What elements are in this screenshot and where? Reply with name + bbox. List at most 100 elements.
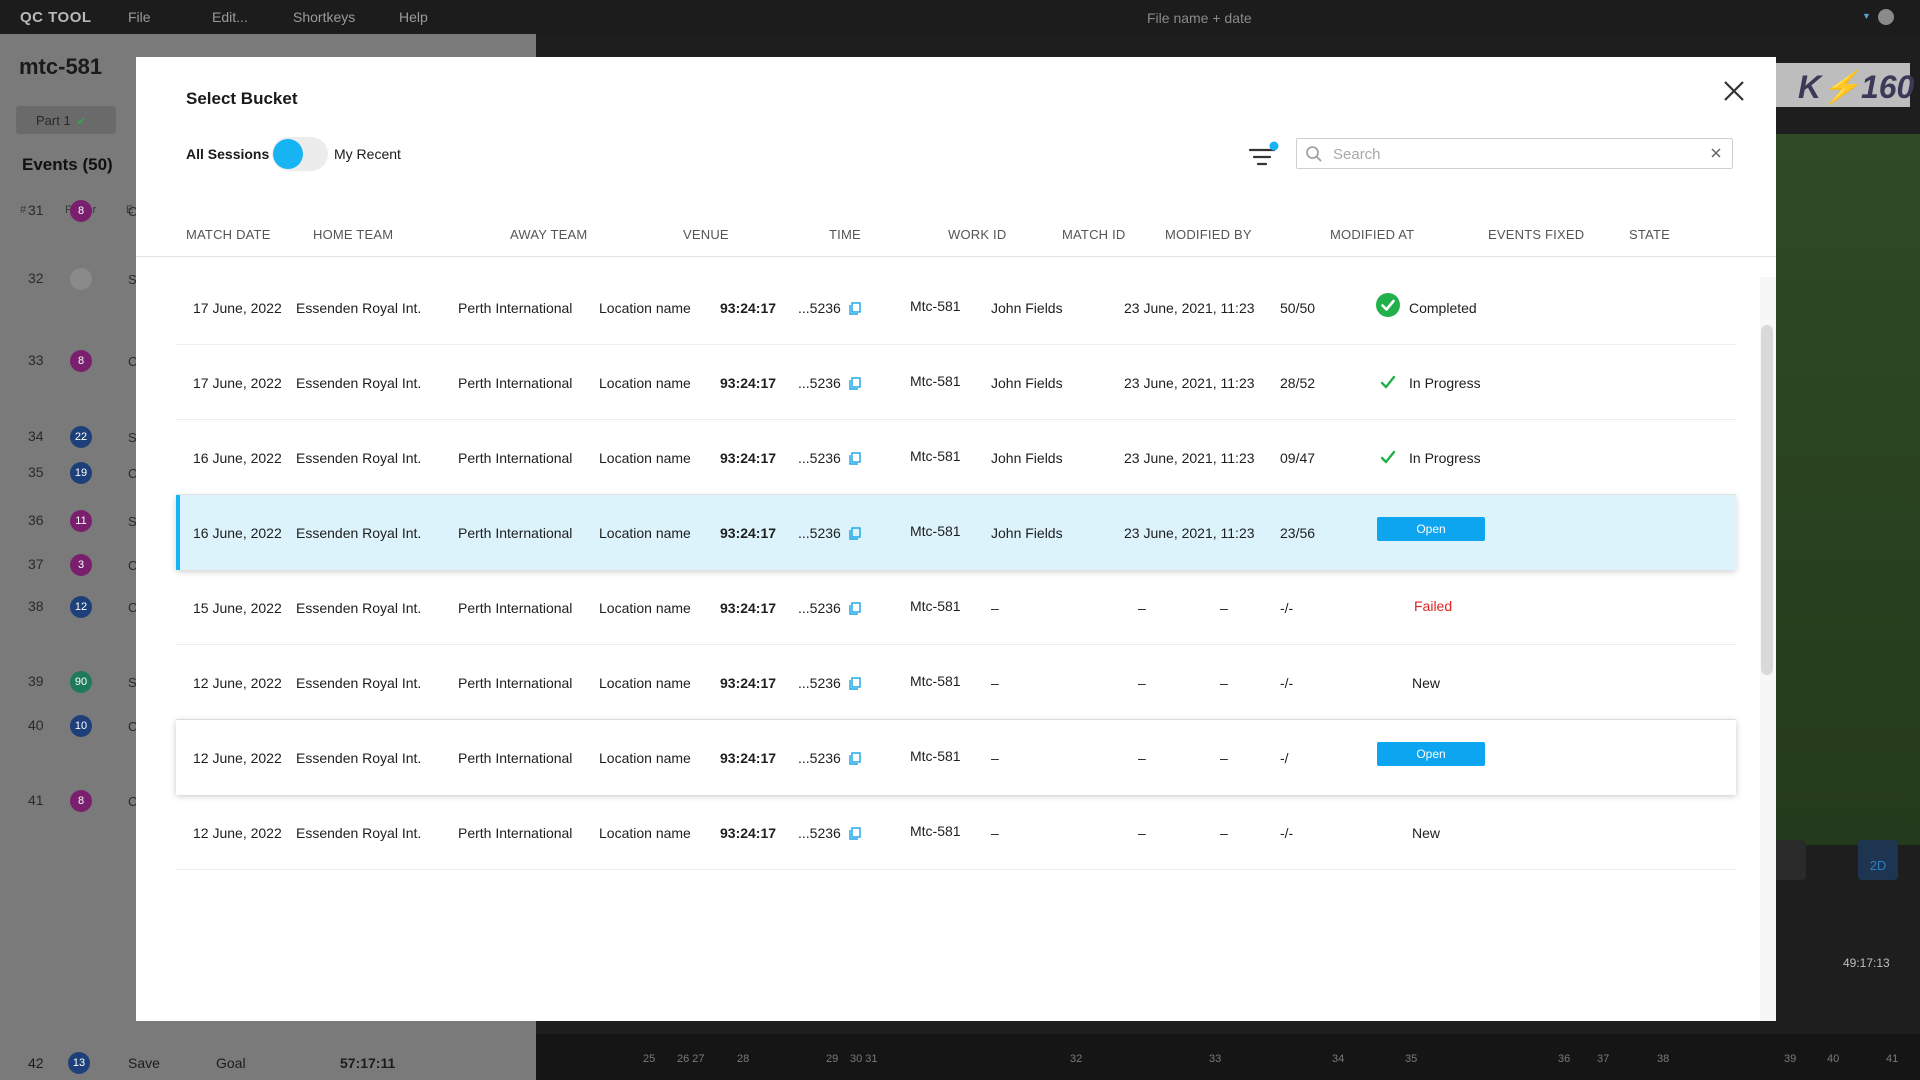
copy-icon[interactable]	[849, 377, 861, 393]
event-type: C	[128, 558, 138, 573]
venue-cell: Location name	[599, 825, 691, 841]
open-button[interactable]: Open	[1377, 742, 1485, 766]
list-item[interactable]: 38 12 C	[20, 596, 140, 638]
table-row[interactable]: 15 June, 2022 Essenden Royal Int. Perth In…	[176, 570, 1736, 645]
chevron-down-icon[interactable]: ▼	[1862, 11, 1871, 21]
timeline-tick: 36	[1558, 1053, 1571, 1065]
col-modified-by[interactable]: MODIFIED BY	[1165, 227, 1252, 242]
col-modified-at[interactable]: MODIFIED AT	[1330, 227, 1415, 242]
timeline-tick: 26 27	[677, 1053, 705, 1065]
events-title: Events (50)	[22, 155, 113, 174]
match-date-cell: 16 June, 2022	[193, 525, 282, 541]
copy-icon[interactable]	[849, 602, 861, 618]
copy-icon[interactable]	[849, 752, 861, 768]
menu-help[interactable]: Help	[399, 9, 428, 25]
modified-at-cell: –	[1138, 750, 1146, 766]
toggle-knob	[273, 139, 303, 169]
list-item[interactable]: 33 8 C	[20, 350, 140, 392]
status-badge: Failed	[1414, 598, 1453, 614]
match-id-cell: Mtc-581	[910, 298, 961, 314]
col-away-team[interactable]: AWAY TEAM	[510, 227, 588, 242]
list-item[interactable]: 39 90 S	[20, 671, 140, 713]
col-state[interactable]: STATE	[1629, 227, 1670, 242]
event-type: C	[128, 600, 138, 615]
copy-icon[interactable]	[849, 827, 861, 843]
avatar[interactable]	[1878, 9, 1894, 25]
timeline-tick: 38	[1657, 1053, 1670, 1065]
open-button[interactable]: Open	[1377, 517, 1485, 541]
event-type: Save	[128, 1055, 160, 1071]
timeline-tick: 35	[1405, 1053, 1418, 1065]
list-item[interactable]: 34 22 S	[20, 426, 140, 468]
col-match-id[interactable]: MATCH ID	[1062, 227, 1126, 242]
table-row[interactable]: 16 June, 2022 Essenden Royal Int. Perth In…	[176, 495, 1736, 570]
copy-icon[interactable]	[849, 302, 861, 318]
scrollbar-thumb[interactable]	[1761, 325, 1773, 675]
player-badge: 22	[70, 426, 92, 448]
events-fixed-cell: 50/50	[1280, 300, 1316, 316]
match-date-cell: 12 June, 2022	[193, 750, 282, 766]
col-venue[interactable]: VENUE	[683, 227, 729, 242]
event-type: S	[128, 675, 137, 690]
work-id-cell: ...5236	[798, 825, 861, 843]
tab-part-1[interactable]: Part 1 ✔	[16, 106, 116, 134]
player-badge	[70, 268, 92, 290]
player-badge: 90	[70, 671, 92, 693]
work-id-text: ...5236	[798, 525, 841, 541]
list-item[interactable]: 42 13 Save Goal 57:17:11	[20, 1052, 520, 1076]
modified-at-cell: 23 June, 2021, 11:23	[1124, 450, 1255, 466]
timeline[interactable]	[536, 1034, 1920, 1080]
match-date-cell: 15 June, 2022	[193, 600, 282, 616]
table-row[interactable]: 16 June, 2022 Essenden Royal Int. Perth In…	[176, 420, 1736, 495]
work-id-text: ...5236	[798, 825, 841, 841]
list-item[interactable]: 37 3 C	[20, 554, 140, 596]
modified-by-cell: John Fields	[991, 525, 1063, 541]
menu-file[interactable]: File	[128, 9, 151, 25]
list-item[interactable]: 35 19 C	[20, 462, 140, 504]
events-fixed-cell: 09/47	[1280, 450, 1316, 466]
modified-by-cell: –	[991, 600, 999, 616]
modified-at-extra-cell: –	[1220, 675, 1228, 691]
away-team-cell: Perth International	[458, 675, 573, 691]
timeline-tick: 40	[1827, 1053, 1840, 1065]
event-number: 39	[28, 673, 44, 689]
table-row[interactable]: 12 June, 2022 Essenden Royal Int. Perth In…	[176, 645, 1736, 720]
modified-at-cell: –	[1138, 600, 1146, 616]
col-home-team[interactable]: HOME TEAM	[313, 227, 394, 242]
event-number: 37	[28, 556, 44, 572]
col-events-fixed[interactable]: EVENTS FIXED	[1488, 227, 1585, 242]
events-fixed-cell: 23/56	[1280, 525, 1316, 541]
menu-shortkeys[interactable]: Shortkeys	[293, 9, 356, 25]
copy-icon[interactable]	[849, 452, 861, 468]
table-row[interactable]: 17 June, 2022 Essenden Royal Int. Perth In…	[176, 345, 1736, 420]
col-work-id[interactable]: WORK ID	[948, 227, 1007, 242]
list-item[interactable]: 31 8 C	[20, 200, 140, 242]
mode-2d-button[interactable]: 2D	[1858, 840, 1898, 880]
away-team-cell: Perth International	[458, 450, 573, 466]
modal-title: Select Bucket	[186, 89, 298, 108]
clear-search-icon[interactable]	[1708, 145, 1724, 161]
search-input[interactable]	[1333, 143, 1703, 165]
col-hash: #	[20, 204, 27, 216]
table-row[interactable]: 12 June, 2022 Essenden Royal Int. Perth In…	[176, 720, 1736, 795]
copy-icon[interactable]	[849, 677, 861, 693]
table-row[interactable]: 12 June, 2022 Essenden Royal Int. Perth In…	[176, 795, 1736, 870]
list-item[interactable]: 36 11 S	[20, 510, 140, 552]
sessions-toggle-switch[interactable]	[272, 137, 328, 171]
home-team-cell: Essenden Royal Int.	[296, 675, 422, 691]
home-team-cell: Essenden Royal Int.	[296, 375, 422, 391]
close-icon[interactable]	[1718, 75, 1750, 107]
event-number: 32	[28, 270, 44, 286]
list-item[interactable]: 40 10 C	[20, 715, 140, 757]
table-row[interactable]: 17 June, 2022 Essenden Royal Int. Perth In…	[176, 270, 1736, 345]
list-item[interactable]: 32 S	[20, 268, 140, 310]
player-badge: 8	[70, 200, 92, 222]
col-time[interactable]: TIME	[829, 227, 861, 242]
col-match-date[interactable]: MATCH DATE	[186, 227, 271, 242]
event-time: 57:17:11	[340, 1055, 396, 1071]
copy-icon[interactable]	[849, 527, 861, 543]
menu-edit[interactable]: Edit...	[212, 9, 248, 25]
file-name-label: File name + date	[1147, 10, 1252, 26]
list-item[interactable]: 41 8 C	[20, 790, 140, 832]
filter-icon[interactable]	[1246, 141, 1280, 169]
